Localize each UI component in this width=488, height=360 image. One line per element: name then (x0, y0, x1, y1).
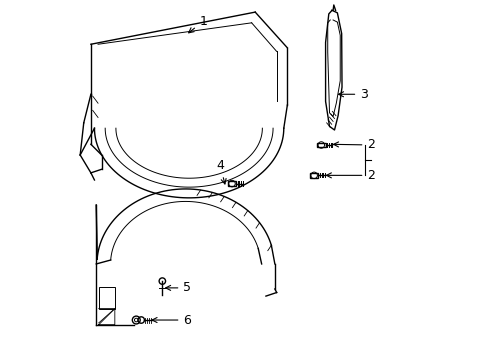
Text: 4: 4 (216, 159, 225, 184)
Text: 6: 6 (152, 314, 191, 327)
Bar (99, 287, 115, 309)
Bar (316, 143, 325, 147)
Text: 2: 2 (325, 169, 374, 182)
Text: 2: 2 (333, 139, 374, 152)
Text: 3: 3 (338, 88, 367, 101)
Text: 1: 1 (188, 14, 207, 33)
Bar (227, 181, 236, 186)
Text: 5: 5 (165, 282, 191, 294)
Bar (309, 173, 318, 178)
